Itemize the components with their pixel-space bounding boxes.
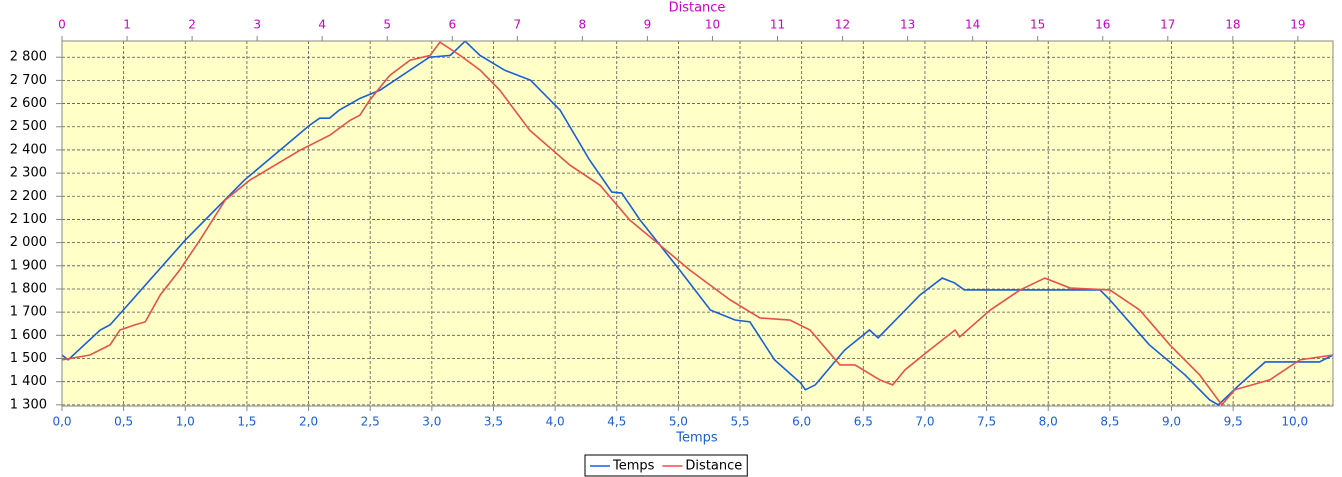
x2-tick-label: 3 [253, 18, 261, 32]
x-tick-label: 7,5 [977, 415, 996, 429]
x2-tick-label: 17 [1160, 18, 1175, 32]
series-line [61, 41, 1334, 407]
x-tick-label: 3,5 [484, 415, 503, 429]
x2-tick-label: 2 [188, 18, 196, 32]
x-tick-label: 0,5 [114, 415, 133, 429]
x-tick-label: 2,5 [361, 415, 380, 429]
x-tick-label: 1,5 [237, 415, 256, 429]
x-tick-label: 3,0 [422, 415, 441, 429]
x2-tick-label: 10 [705, 18, 720, 32]
x-tick-label: 8,0 [1039, 415, 1058, 429]
y-tick-label: 2 700 [10, 73, 47, 88]
x2-axis-title: Distance [669, 1, 726, 16]
lines [61, 40, 1334, 407]
y-tick-label: 1 700 [10, 305, 47, 320]
x-tick-label: 10,0 [1281, 415, 1308, 429]
x-tick-label: 1,0 [176, 415, 195, 429]
legend-label: Temps [612, 459, 655, 474]
y-tick-label: 1 400 [10, 374, 47, 389]
x-tick-label: 0,0 [52, 415, 71, 429]
plot-border [61, 40, 1334, 407]
y-tick-label: 1 800 [10, 281, 47, 296]
series-line [61, 40, 1334, 406]
y-tick-label: 2 800 [10, 50, 47, 65]
y-tick-label: 2 200 [10, 189, 47, 204]
x-tick-label: 5,5 [730, 415, 749, 429]
y-tick-label: 2 600 [10, 96, 47, 111]
y-tick-label: 1 600 [10, 328, 47, 343]
y-tick-label: 1 300 [10, 397, 47, 412]
x2-tick-label: 15 [1030, 18, 1045, 32]
x2-tick-label: 14 [965, 18, 980, 32]
x2-tick-label: 4 [318, 18, 326, 32]
x-tick-label: 6,0 [792, 415, 811, 429]
plot-area [62, 41, 1333, 406]
legend-label: Distance [685, 459, 742, 474]
x2-tick-label: 6 [448, 18, 456, 32]
y-tick-label: 2 300 [10, 166, 47, 181]
x-tick-label: 4,5 [607, 415, 626, 429]
x2-tick-label: 12 [835, 18, 850, 32]
x2-tick-label: 1 [123, 18, 131, 32]
x-tick-label: 6,5 [854, 415, 873, 429]
x-tick-label: 9,5 [1224, 415, 1243, 429]
y-tick-label: 2 500 [10, 119, 47, 134]
x-tick-label: 2,0 [299, 415, 318, 429]
x-tick-label: 9,0 [1162, 415, 1181, 429]
y-tick-label: 2 100 [10, 212, 47, 227]
y-tick-label: 2 400 [10, 142, 47, 157]
x2-tick-label: 11 [770, 18, 785, 32]
x2-tick-label: 7 [514, 18, 522, 32]
x-tick-label: 8,5 [1100, 415, 1119, 429]
x-tick-label: 7,0 [915, 415, 934, 429]
x2-tick-label: 9 [644, 18, 652, 32]
x2-tick-label: 13 [900, 18, 915, 32]
y-tick-label: 1 900 [10, 258, 47, 273]
x2-tick-label: 18 [1225, 18, 1240, 32]
x-tick-label: 5,0 [669, 415, 688, 429]
x2-tick-label: 19 [1290, 18, 1305, 32]
y-tick-label: 1 500 [10, 351, 47, 366]
x-axis-title: Temps [675, 431, 718, 446]
x2-tick-label: 16 [1095, 18, 1110, 32]
y-tick-label: 2 000 [10, 235, 47, 250]
legend: Temps Distance [584, 454, 748, 477]
x-tick-label: 4,0 [546, 415, 565, 429]
x2-tick-label: 0 [58, 18, 66, 32]
x2-tick-label: 5 [383, 18, 391, 32]
x2-tick-label: 8 [579, 18, 587, 32]
